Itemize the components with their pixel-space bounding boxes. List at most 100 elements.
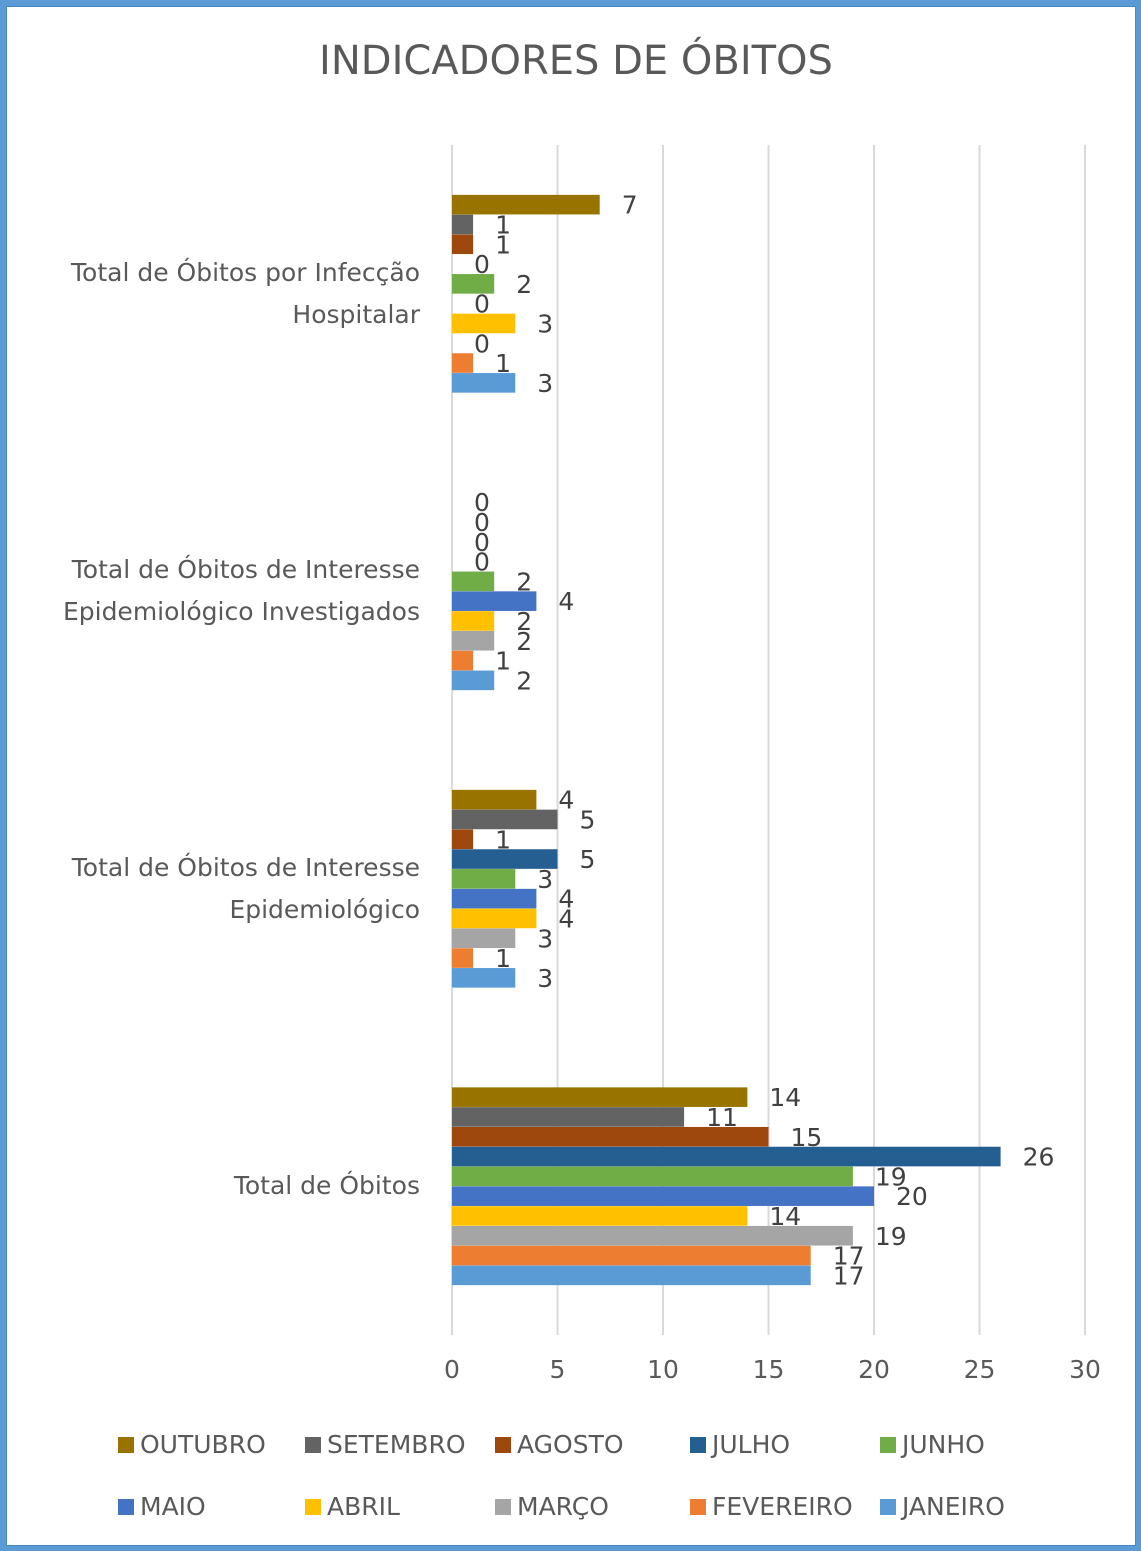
legend-item: AGOSTO — [495, 1430, 624, 1459]
bar — [452, 809, 558, 830]
legend-item: MARÇO — [495, 1492, 609, 1521]
legend-label: OUTUBRO — [140, 1430, 266, 1459]
legend-swatch — [880, 1498, 896, 1515]
bar — [452, 1087, 748, 1107]
data-label: 1 — [495, 210, 511, 239]
data-label: 4 — [558, 904, 574, 933]
data-label: 0 — [474, 329, 490, 358]
legend-item: ABRIL — [305, 1492, 400, 1521]
data-label: 5 — [580, 805, 596, 834]
legend-item: JULHO — [690, 1430, 790, 1459]
data-label: 2 — [516, 666, 532, 695]
data-label: 3 — [537, 964, 553, 993]
data-label: 5 — [580, 845, 596, 874]
data-label: 14 — [769, 1202, 801, 1231]
legend-label: MAIO — [140, 1492, 206, 1521]
legend-swatch — [495, 1498, 511, 1515]
chart-frame — [6, 6, 1136, 1546]
bar — [452, 1245, 811, 1266]
bar — [452, 928, 516, 949]
bar — [452, 373, 516, 393]
bar — [452, 1225, 853, 1246]
x-tick-label: 15 — [753, 1355, 785, 1384]
data-label: 4 — [558, 587, 574, 616]
x-tick-label: 0 — [444, 1355, 460, 1384]
x-tick-label: 20 — [858, 1355, 890, 1384]
data-label: 3 — [537, 924, 553, 953]
legend-item: JUNHO — [880, 1430, 985, 1459]
data-label: 1 — [495, 647, 511, 676]
chart-title: INDICADORES DE ÓBITOS — [319, 38, 833, 84]
data-label: 0 — [474, 548, 490, 577]
legend-label: AGOSTO — [517, 1430, 624, 1459]
legend-label: SETEMBRO — [327, 1430, 466, 1459]
legend-label: MARÇO — [517, 1492, 609, 1521]
data-label: 2 — [516, 627, 532, 656]
legend-item: FEVEREIRO — [690, 1492, 853, 1521]
bar — [452, 670, 495, 691]
bar — [452, 1126, 769, 1147]
legend-label: JANEIRO — [902, 1492, 1005, 1521]
bar — [452, 1265, 811, 1286]
bar — [452, 849, 558, 869]
category-label: Total de Óbitos por Infecção Hospitalar — [20, 252, 420, 336]
category-label-line: Total de Óbitos de Interesse — [71, 852, 420, 882]
bar — [452, 234, 474, 255]
category-label: Total de Óbitos de Interesse Epidemiológi… — [20, 549, 420, 633]
bar — [452, 1166, 853, 1187]
category-label-line: Hospitalar — [292, 299, 420, 329]
bar — [452, 214, 474, 235]
legend-label: FEVEREIRO — [712, 1492, 853, 1521]
data-label: 17 — [833, 1261, 865, 1290]
bar — [452, 888, 537, 909]
data-label: 20 — [896, 1182, 928, 1211]
data-label: 0 — [474, 528, 490, 557]
data-label: 2 — [516, 270, 532, 299]
bar — [452, 611, 495, 631]
x-tick-label: 25 — [964, 1355, 996, 1384]
data-label: 3 — [537, 369, 553, 398]
bar — [452, 948, 474, 968]
legend-swatch — [880, 1436, 896, 1453]
data-label: 4 — [558, 786, 574, 815]
x-tick-label: 10 — [647, 1355, 679, 1384]
data-label: 19 — [875, 1222, 907, 1251]
legend-label: JUNHO — [902, 1430, 985, 1459]
category-label: Total de Óbitos de Interesse Epidemiológi… — [20, 847, 420, 931]
data-label: 0 — [474, 250, 490, 279]
bar — [452, 313, 516, 334]
x-tick-label: 5 — [550, 1355, 566, 1384]
x-tick-label: 30 — [1069, 1355, 1101, 1384]
category-label: Total de Óbitos — [20, 1165, 420, 1207]
bar — [452, 1206, 748, 1226]
legend-item: SETEMBRO — [305, 1430, 466, 1459]
bar — [452, 630, 495, 651]
data-label: 7 — [622, 191, 638, 220]
data-label: 11 — [706, 1103, 738, 1132]
category-label-line: Total de Óbitos por Infecção — [71, 257, 420, 287]
category-label-line: Epidemiológico — [229, 894, 420, 924]
data-label: 1 — [495, 349, 511, 378]
bar — [452, 353, 474, 373]
bar — [452, 571, 495, 592]
bar — [452, 1186, 874, 1206]
bar — [452, 789, 537, 810]
data-label: 2 — [516, 567, 532, 596]
chart-legend: OUTUBRO SETEMBRO AGOSTO JULHO JUNHO MAIO ABRIL… — [0, 1420, 1141, 1540]
bar — [452, 1146, 1001, 1167]
data-label: 1 — [495, 825, 511, 854]
bar — [452, 591, 537, 611]
bar — [452, 869, 516, 889]
data-label: 15 — [791, 1123, 823, 1152]
bar — [452, 829, 474, 850]
legend-label: JULHO — [712, 1430, 791, 1459]
category-label-line: Epidemiológico Investigados — [62, 597, 420, 627]
legend-swatch — [118, 1498, 134, 1515]
data-label: 3 — [537, 865, 553, 894]
category-label-line: Total de Óbitos — [233, 1171, 420, 1201]
bar — [452, 1107, 685, 1127]
legend-swatch — [118, 1436, 134, 1453]
bar — [452, 194, 600, 215]
data-label: 1 — [495, 230, 511, 259]
